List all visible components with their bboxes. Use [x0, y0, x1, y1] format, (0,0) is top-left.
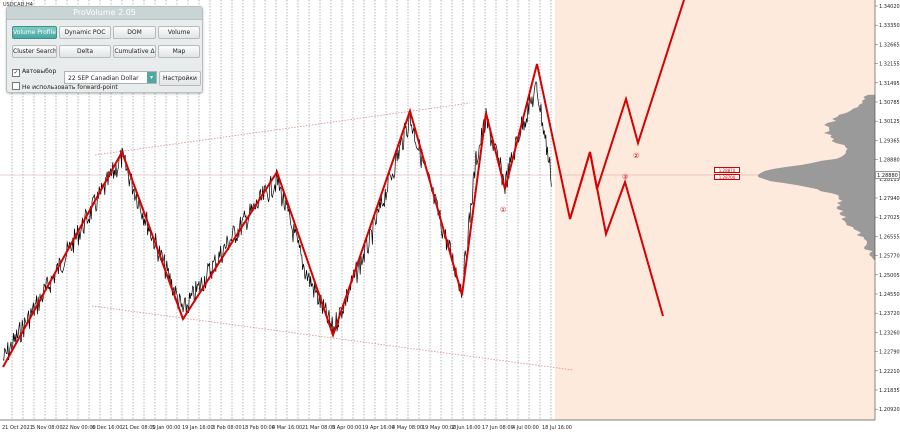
delta-button[interactable]: Delta [59, 45, 111, 58]
wave-pattern-projection [569, 0, 685, 220]
wave-label-3: ③ [622, 173, 629, 181]
time-tick-label: 5 Jan 00:00 [152, 425, 180, 431]
forward-point-label: Не использовать forward-point [22, 84, 118, 91]
volume-profile-button[interactable]: Volume Profile [12, 26, 57, 39]
level-tag-lower: 1.28700 [714, 174, 740, 180]
dynamic-poc-button[interactable]: Dynamic POC [59, 26, 111, 39]
price-tick-label: 1.32665 [879, 42, 900, 48]
autoselect-label: Автовыбор [22, 68, 57, 75]
price-tick-label: 1.27940 [879, 196, 900, 202]
price-tick-label: 1.30785 [879, 100, 900, 106]
settings-button[interactable]: Настройки [159, 71, 201, 86]
time-tick-label: 21 Dec 08:00 [122, 425, 156, 431]
price-tick-label: 1.23720 [879, 311, 900, 317]
wave-label-1: ① [500, 206, 507, 214]
price-tick-label: 1.22790 [879, 350, 900, 356]
price-tick-label: 1.27025 [879, 215, 900, 221]
contract-value: 22 SEP Canadian Dollar [68, 75, 139, 82]
provolume-panel[interactable]: ProVolume 2.05 Volume Profile Dynamic PO… [6, 6, 203, 93]
price-tick-label: 1.26555 [879, 234, 900, 240]
price-tick-label: 1.30125 [879, 119, 900, 125]
chevron-down-icon[interactable]: ▾ [147, 72, 156, 83]
time-tick-label: 18 Jul 16:00 [542, 425, 572, 431]
current-price-marker: 1.28880 [875, 171, 900, 179]
time-tick-label: 21 Mar 08:00 [302, 425, 335, 431]
dom-button[interactable]: DOM [113, 26, 156, 39]
wave-pattern-historic [2, 63, 664, 368]
time-tick-label: 2 Jun 16:00 [452, 425, 481, 431]
time-tick-label: 19 May 00:00 [422, 425, 456, 431]
price-tick-label: 1.32155 [879, 62, 900, 68]
time-tick-label: 18 Feb 00:00 [242, 425, 275, 431]
cumulative-delta-button[interactable]: Cumulative Δ [113, 45, 156, 58]
map-button[interactable]: Map [158, 45, 200, 58]
price-tick-label: 1.23260 [879, 330, 900, 336]
level-tag-upper: 1.28870 [714, 167, 740, 173]
price-tick-label: 1.31495 [879, 81, 900, 87]
future-area [555, 0, 875, 420]
checkbox-icon [12, 82, 20, 90]
time-tick-label: 22 Nov 00:00 [62, 425, 96, 431]
price-tick-label: 1.22210 [879, 369, 900, 375]
check-icon: ✓ [12, 69, 20, 77]
time-tick-label: 6 Dec 16:00 [92, 425, 122, 431]
price-tick-label: 1.25770 [879, 254, 900, 260]
price-tick-label: 1.34020 [879, 4, 900, 10]
time-tick-label: 5 Apr 00:00 [332, 425, 361, 431]
price-tick-label: 1.33350 [879, 23, 900, 29]
panel-title: ProVolume 2.05 [7, 7, 202, 20]
time-tick-label: 19 Jan 16:00 [182, 425, 214, 431]
time-tick-label: 21 Oct 2021 [2, 425, 33, 431]
price-tick-label: 1.25005 [879, 273, 900, 279]
time-tick-label: 4 May 08:00 [392, 425, 423, 431]
time-tick-label: 19 Apr 16:00 [362, 425, 395, 431]
price-tick-label: 1.28880 [879, 158, 900, 164]
volume-button[interactable]: Volume [158, 26, 200, 39]
wave-label-2: ② [633, 152, 640, 160]
time-tick-label: 5 Nov 08:00 [32, 425, 63, 431]
price-axis [875, 0, 900, 435]
symbol-label: USDCAD,H4 [3, 2, 33, 8]
time-tick-label: 17 Jun 08:00 [482, 425, 514, 431]
time-tick-label: 3 Feb 08:00 [212, 425, 242, 431]
time-tick-label: 4 Mar 16:00 [272, 425, 302, 431]
price-tick-label: 1.21835 [879, 388, 900, 394]
upper-channel-line [94, 102, 471, 156]
price-tick-label: 1.20920 [879, 407, 900, 413]
autoselect-checkbox[interactable]: ✓ Автовыбор [12, 67, 56, 77]
cluster-search-button[interactable]: Cluster Search [12, 45, 57, 58]
time-tick-label: 4 Jul 00:00 [512, 425, 539, 431]
price-tick-label: 1.24550 [879, 292, 900, 298]
volume-profile-histogram [757, 94, 876, 261]
price-tick-label: 1.29365 [879, 138, 900, 144]
price-tick-label: 1.28115 [879, 177, 900, 183]
forward-point-checkbox[interactable]: Не использовать forward-point [12, 82, 118, 92]
contract-select[interactable]: 22 SEP Canadian Dollar ▾ [64, 71, 157, 84]
